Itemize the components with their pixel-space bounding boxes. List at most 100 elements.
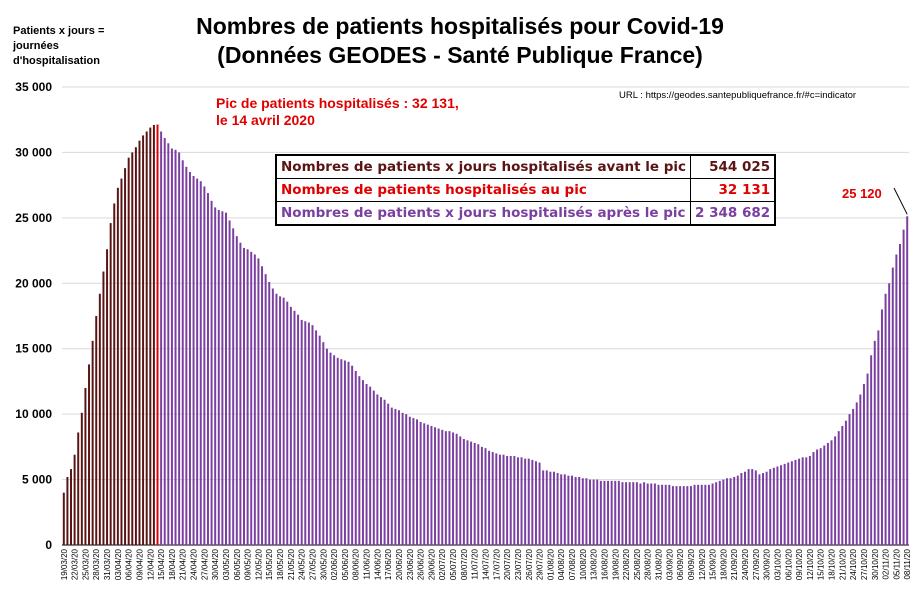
bar [610,480,613,545]
y-tick-label: 5 000 [22,473,52,487]
bar [520,457,523,545]
x-tick-label: 16/08/20 [600,548,609,580]
bar [812,452,815,545]
bar [549,471,552,545]
bar [693,484,696,545]
x-tick-label: 20/07/20 [503,548,512,580]
x-tick-label: 08/11/20 [903,548,912,579]
x-tick-label: 21/10/20 [838,548,847,580]
bar [592,479,595,545]
bar [340,359,343,545]
x-tick-label: 18/04/20 [168,548,177,580]
bar [635,482,638,545]
x-tick-label: 14/06/20 [373,548,382,580]
bar [596,479,599,545]
bar [387,403,390,545]
bar [279,296,282,545]
bar [225,212,227,545]
bar [805,457,808,545]
x-tick-label: 10/08/20 [579,548,588,580]
bar [513,456,516,545]
bar [772,467,775,545]
bar [253,254,256,545]
x-tick-label: 27/10/20 [860,548,869,580]
bar [762,473,765,545]
bar [131,152,134,545]
bar [300,319,303,545]
x-tick-label: 12/05/20 [254,548,263,580]
bar [661,484,664,545]
bar [816,449,819,545]
bar [124,168,127,545]
bar [293,310,296,545]
bar [412,418,415,545]
bar [621,482,624,545]
x-tick-label: 25/03/20 [81,548,90,580]
bar [787,462,790,545]
x-tick-label: 08/06/20 [352,548,361,580]
x-tick-label: 11/06/20 [363,548,372,579]
x-tick-label: 07/08/20 [568,548,577,580]
bar [448,431,451,545]
bar [808,456,811,545]
x-tick-label: 14/07/20 [482,548,491,580]
bar [704,484,707,545]
bar [199,181,202,545]
bar [776,466,779,545]
bar [430,425,433,545]
bar [134,147,137,545]
bar [437,428,440,545]
x-tick-label: 05/06/20 [341,548,350,580]
summary-label-peak: Nombres de patients hospitalisés au pic [275,178,692,202]
bar [221,211,224,545]
bar [268,281,271,545]
bar [214,207,217,545]
bar [145,131,148,546]
bar [866,373,869,545]
bar [668,484,671,545]
x-tick-label: 30/04/20 [211,548,220,580]
bar [228,220,231,545]
bar [311,325,314,545]
x-tick-label: 18/10/20 [828,548,837,580]
summary-label-after: Nombres de patients x jours hospitalisés… [275,201,692,226]
bar [196,178,199,545]
x-tick-label: 19/08/20 [611,548,620,580]
x-tick-label: 27/04/20 [200,548,209,580]
bar [70,469,72,545]
bar [152,124,155,545]
bar [711,483,714,545]
bar [444,431,447,545]
bar [744,471,746,545]
bar [686,486,689,545]
bar [888,283,891,545]
bar [232,228,235,545]
bar [578,476,581,545]
y-tick-label: 0 [45,538,52,552]
x-tick-label: 15/05/20 [265,548,274,580]
bar [95,316,98,545]
bar [62,492,65,545]
bar [329,352,332,545]
bar [462,439,465,545]
bar [870,355,873,545]
x-tick-label: 15/09/20 [709,548,718,580]
x-tick-label: 19/03/20 [60,548,69,580]
x-tick-label: 03/05/20 [222,548,231,580]
bar [358,376,361,545]
bar [837,431,840,545]
y-tick-label: 30 000 [15,145,52,159]
bar [545,470,548,545]
bar [289,306,292,545]
bar [91,340,94,545]
bar [873,340,876,545]
y-axis-label-line-3: d'hospitalisation [13,55,100,67]
bar [682,486,685,545]
bar [542,470,545,545]
chart-title-block: Nombres de patients hospitalisés pour Co… [140,12,780,70]
bar [315,330,318,545]
bar [336,357,339,545]
bar [257,258,260,545]
x-tick-label: 09/05/20 [244,548,253,580]
x-tick-label: 27/05/20 [308,548,317,580]
